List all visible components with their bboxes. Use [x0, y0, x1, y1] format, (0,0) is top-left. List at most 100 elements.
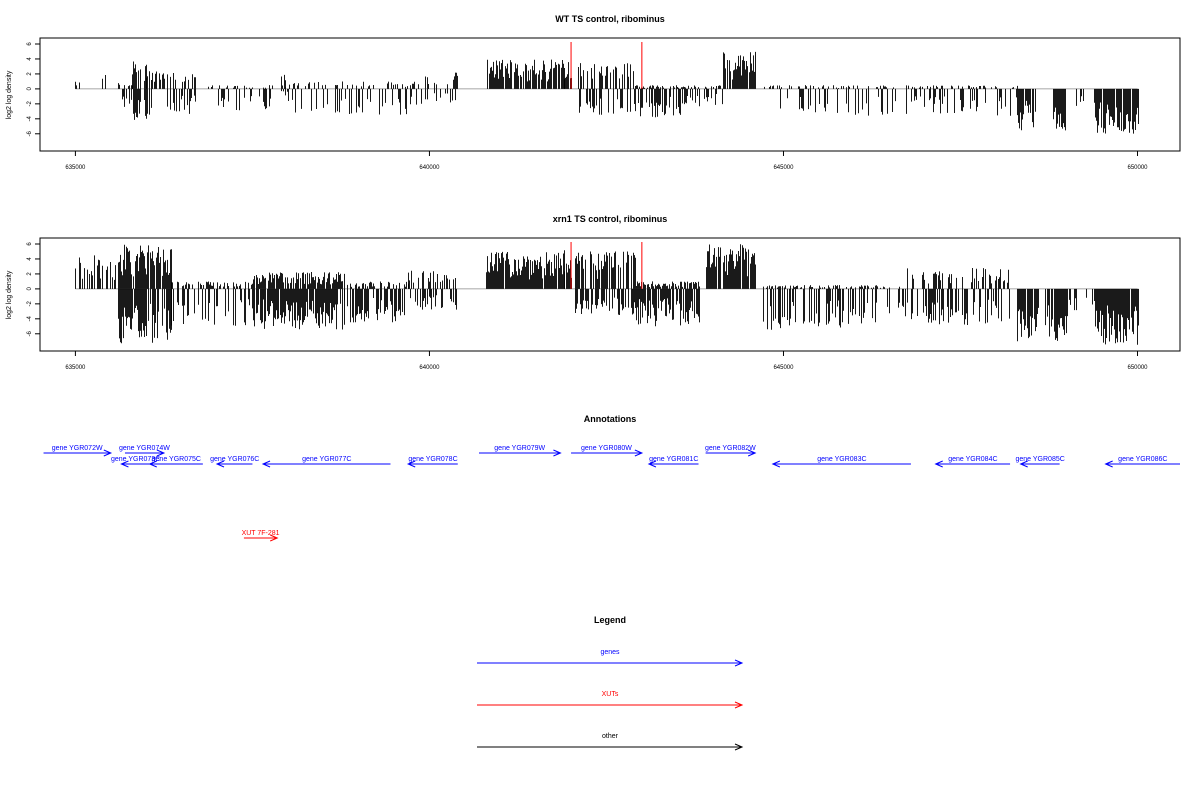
x-tick-label: 635000 [65, 165, 86, 171]
y-tick-label: -4 [27, 115, 33, 121]
gene-arrow: gene YGR082W [705, 445, 757, 457]
x-tick-label: 640000 [419, 165, 440, 171]
gene-label: gene YGR082W [705, 445, 756, 452]
y-tick-label: -2 [27, 101, 33, 107]
x-tick-label: 640000 [419, 365, 440, 371]
gene-arrow: gene YGR079W [479, 445, 562, 457]
arrow-head [1104, 460, 1113, 468]
gene-label: gene YGR075C [152, 456, 201, 463]
legend-label: genes [600, 649, 620, 656]
gene-arrow: gene YGR084C [934, 456, 1011, 468]
position-markers [570, 242, 643, 289]
legend-label: XUTs [602, 691, 619, 698]
y-tick-label: -6 [27, 130, 33, 136]
gene-arrow: gene YGR074W [119, 445, 170, 457]
gene-label: gene YGR078C [408, 456, 457, 463]
xut-label: XUT 7F-281 [242, 530, 280, 537]
arrow-head [261, 460, 271, 468]
y-tick-label: 0 [27, 287, 33, 291]
y-tick-label: 2 [27, 272, 33, 276]
arrow-head [148, 460, 157, 468]
arrow-head [270, 534, 279, 542]
xut-arrows: XUT 7F-281 [242, 530, 280, 542]
arrow-head [734, 701, 744, 709]
x-axis-ticks: 635000 640000 645000 650000 [65, 151, 1148, 171]
y-tick-label: 4 [27, 57, 33, 61]
density-bars [75, 244, 1139, 345]
arrow-head [747, 449, 757, 457]
xut-arrow: XUT 7F-281 [242, 530, 280, 542]
legend-label: other [602, 733, 619, 740]
x-tick-label: 645000 [773, 165, 794, 171]
gene-label: gene YGR083C [817, 456, 866, 463]
plot-frame [39, 37, 1181, 152]
gene-arrow: gene YGR078C [406, 456, 458, 468]
legend-items: genes XUTs other [477, 649, 744, 751]
x-tick-label: 645000 [773, 365, 794, 371]
y-axis-label: log2 log density [6, 70, 13, 119]
gene-arrow: gene YGR081C [647, 456, 699, 468]
arrow-head [734, 659, 744, 667]
legend: Legend genes XUTs other [477, 615, 744, 751]
arrow-head [120, 460, 129, 468]
x-axis-ticks: 635000 640000 645000 650000 [65, 351, 1148, 371]
gene-arrow: gene YGR073C [111, 456, 160, 468]
gene-arrow: gene YGR072W [43, 445, 113, 457]
position-markers [570, 42, 643, 89]
legend-item: genes [477, 649, 744, 667]
gene-arrow: gene YGR085C [1016, 456, 1065, 468]
arrow-head [215, 460, 225, 468]
panel-title: WT TS control, ribominus [555, 14, 665, 24]
y-tick-label: 0 [27, 87, 33, 91]
y-axis-ticks: 6 4 2 0 -2 -4 -6 [27, 42, 40, 136]
y-tick-label: 2 [27, 72, 33, 76]
track-panel-xrn1: xrn1 TS control, ribominus log2 log dens… [6, 214, 1181, 371]
y-axis-ticks: 6 4 2 0 -2 -4 -6 [27, 242, 40, 336]
annotations-title: Annotations [584, 414, 637, 424]
arrow-head [406, 460, 416, 468]
gene-arrow: gene YGR080W [571, 445, 644, 457]
gene-label: gene YGR074W [119, 445, 170, 452]
gene-arrow: gene YGR086C [1104, 456, 1180, 468]
panel-title: xrn1 TS control, ribominus [553, 214, 668, 224]
arrow-head [156, 449, 166, 457]
gene-arrow: gene YGR083C [771, 456, 911, 468]
gene-arrow: gene YGR075C [148, 456, 203, 468]
annotations-track: Annotations gene YGR072W gene YGR074W gene… [43, 414, 1180, 542]
legend-title: Legend [594, 615, 626, 625]
gene-label: gene YGR080W [581, 445, 632, 452]
gene-arrow: gene YGR076C [210, 456, 259, 468]
y-tick-label: 6 [27, 242, 33, 246]
arrow-head [934, 460, 943, 468]
arrow-head [103, 449, 113, 457]
arrow-head [634, 449, 644, 457]
gene-label: gene YGR073C [111, 456, 160, 463]
y-tick-label: -2 [27, 301, 33, 307]
legend-item: other [477, 733, 744, 751]
gene-arrow: gene YGR077C [261, 456, 391, 468]
y-tick-label: -6 [27, 330, 33, 336]
y-axis-label: log2 log density [6, 270, 13, 319]
y-tick-label: 4 [27, 257, 33, 261]
density-bars [75, 51, 1139, 134]
arrow-head [771, 460, 781, 468]
gene-label: gene YGR086C [1118, 456, 1167, 463]
y-tick-label: 6 [27, 42, 33, 46]
gene-label: gene YGR085C [1016, 456, 1065, 463]
gene-label: gene YGR072W [52, 445, 103, 452]
gene-label: gene YGR076C [210, 456, 259, 463]
legend-item: XUTs [477, 691, 744, 709]
y-tick-label: -4 [27, 315, 33, 321]
x-tick-label: 635000 [65, 365, 86, 371]
arrow-head [1019, 460, 1028, 468]
x-tick-label: 650000 [1127, 365, 1148, 371]
x-tick-label: 650000 [1127, 165, 1148, 171]
plot-frame [39, 237, 1181, 352]
gene-label: gene YGR077C [302, 456, 351, 463]
gene-label: gene YGR081C [649, 456, 698, 463]
gene-label: gene YGR079W [494, 445, 545, 452]
arrow-head [553, 449, 562, 457]
arrow-head [647, 460, 657, 468]
track-panel-wt: WT TS control, ribominus log2 log densit… [6, 14, 1181, 171]
